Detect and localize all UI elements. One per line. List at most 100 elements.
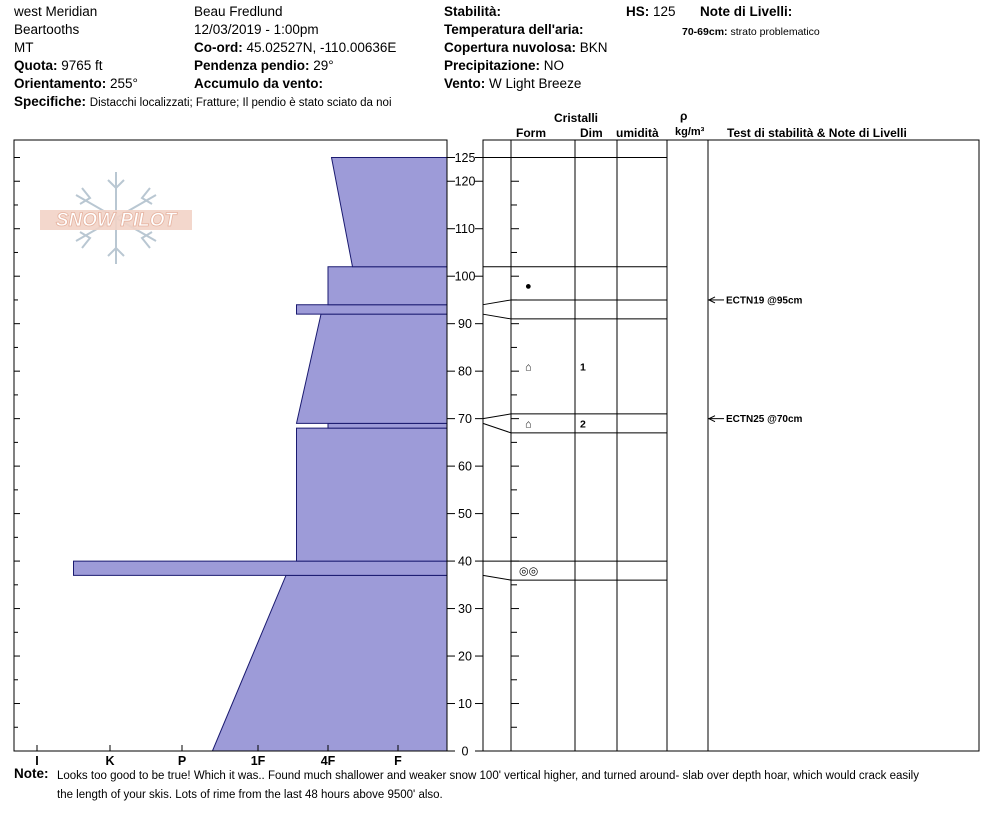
y-tick-label-20: 20 — [458, 650, 472, 664]
layer-connector-36 — [482, 574, 512, 581]
x-tick-label-P: P — [178, 754, 186, 768]
hs-value: 125 — [653, 4, 676, 19]
hardness-layer-7 — [330, 157, 448, 268]
hardness-layer-5 — [296, 304, 448, 315]
stability-tests: ECTN19 @95cm ECTN25 @70cm — [707, 295, 803, 425]
hardness-profile — [73, 157, 448, 752]
grain-size-0: 1 — [580, 361, 586, 373]
hardness-axis: I K P 1F 4F F — [35, 745, 402, 768]
mountain-range: Beartooths — [14, 22, 80, 37]
grain-symbols: ● ⌂ ⌂ ◎◎ 1 2 — [519, 281, 586, 578]
layer-connector-91 — [482, 313, 512, 320]
layer-lines — [482, 157, 667, 581]
y-tick-label-90: 90 — [458, 317, 472, 331]
coord-label: Co-ord: — [194, 40, 243, 55]
snowpilot-logo: SNOW PILOT — [38, 168, 194, 273]
y-tick-label-110: 110 — [455, 222, 475, 236]
grain-form-melt-freeze-3: ◎◎ — [519, 566, 538, 578]
logo-text: SNOW PILOT — [56, 210, 178, 231]
y-tick-label-125: 125 — [455, 151, 476, 165]
snow-height: HS: 125 — [626, 4, 676, 20]
test-label-1: ECTN25 @70cm — [726, 414, 803, 425]
col-density-unit: kg/m³ — [675, 126, 705, 138]
notes-line-2: the length of your skis. Lots of rime fr… — [57, 789, 443, 801]
y-tick-label-30: 30 — [458, 602, 472, 616]
x-tick-label-4F: 4F — [321, 754, 336, 768]
notes-line-1: Looks too good to be true! Which it was.… — [57, 770, 919, 782]
y-tick-label-100: 100 — [455, 270, 476, 284]
layer-note-range: 70-69cm: — [682, 26, 728, 38]
hardness-layer-2 — [296, 427, 448, 562]
y-tick-label-10: 10 — [458, 697, 472, 711]
slope-value: 29° — [313, 58, 334, 73]
col-tests-notes: Test di stabilità & Note di Livelli — [727, 126, 907, 140]
grain-size-1: 2 — [580, 418, 586, 430]
aspect-label: Orientamento: — [14, 76, 107, 91]
hardness-frame — [13, 139, 448, 752]
test-arrow-0 — [707, 296, 716, 304]
sky-cover: Copertura nuvolosa: BKN — [444, 40, 608, 56]
chart-frames — [13, 139, 980, 752]
col-size: Dim — [580, 126, 603, 140]
col-moisture: umidità — [616, 126, 659, 140]
wind: Vento: W Light Breeze — [444, 76, 581, 92]
elevation: Quota: 9765 ft — [14, 58, 103, 74]
grain-form-graupel-0: ● — [525, 281, 532, 293]
col-rho: ρ — [680, 109, 688, 123]
coord-value: 45.02527N, -110.00636E — [246, 40, 397, 55]
y-tick-label-80: 80 — [458, 365, 472, 379]
grain-form-faceted-1: ⌂ — [525, 361, 532, 373]
specifics: Specifiche: Distacchi localizzati; Fratt… — [14, 94, 392, 111]
hardness-layer-1 — [73, 560, 448, 576]
y-tick-label-120: 120 — [455, 175, 476, 189]
wind-label: Vento: — [444, 76, 486, 91]
stability-label: Stabilità: — [444, 4, 502, 19]
sky-label: Copertura nuvolosa: — [444, 40, 577, 55]
y-tick-label-50: 50 — [458, 507, 472, 521]
x-tick-label-F: F — [394, 754, 402, 768]
layers-frame — [482, 139, 980, 752]
notes-label: Note: — [14, 766, 49, 781]
air-temp-label: Temperatura dell'aria: — [444, 22, 584, 37]
slope-label: Pendenza pendio: — [194, 58, 310, 73]
test-arrow-1 — [707, 415, 716, 423]
layer-connector-67 — [482, 422, 512, 434]
col-form: Form — [516, 126, 546, 140]
x-tick-label-K: K — [105, 754, 114, 768]
wind-loading-label: Accumulo da vento: — [194, 76, 324, 91]
layer-note-text: strato problematico — [730, 26, 820, 38]
elevation-value: 9765 ft — [61, 58, 103, 73]
hs-label: HS: — [626, 4, 650, 19]
sky-value: BKN — [579, 40, 608, 55]
hardness-layer-0 — [211, 574, 448, 752]
hardness-layer-3 — [327, 422, 448, 429]
y-tick-label-60: 60 — [458, 460, 472, 474]
state: MT — [14, 40, 34, 55]
aspect-value: 255° — [110, 76, 138, 91]
x-tick-label-1F: 1F — [251, 754, 266, 768]
slope-angle: Pendenza pendio: 29° — [194, 58, 334, 74]
x-tick-label-I: I — [35, 754, 38, 768]
observation-datetime: 12/03/2019 - 1:00pm — [194, 22, 319, 37]
layer-note: 70-69cm: strato problematico — [682, 24, 820, 40]
layer-connector-95 — [482, 299, 512, 306]
col-crystals: Cristalli — [554, 111, 599, 125]
hardness-layer-4 — [295, 313, 448, 424]
grain-form-faceted-2: ⌂ — [525, 418, 532, 430]
layer-notes-label: Note di Livelli: — [700, 4, 793, 19]
coordinates: Co-ord: 45.02527N, -110.00636E — [194, 40, 396, 56]
aspect: Orientamento: 255° — [14, 76, 138, 92]
y-tick-label-40: 40 — [458, 555, 472, 569]
specifics-value: Distacchi localizzati; Fratture; Il pend… — [89, 97, 392, 109]
precip-label: Precipitazione: — [444, 58, 541, 73]
observer-name: Beau Fredlund — [194, 4, 283, 19]
y-tick-label-0: 0 — [462, 745, 469, 759]
specifics-label: Specifiche: — [14, 94, 87, 109]
precip-value: NO — [543, 58, 565, 73]
precipitation: Precipitazione: NO — [444, 58, 564, 74]
test-label-0: ECTN19 @95cm — [726, 295, 803, 306]
location-name: west Meridian — [14, 4, 98, 19]
hardness-layer-6 — [327, 266, 448, 306]
height-axis: 0 10 20 30 40 50 60 70 80 90 100 110 120 125 — [14, 151, 519, 759]
